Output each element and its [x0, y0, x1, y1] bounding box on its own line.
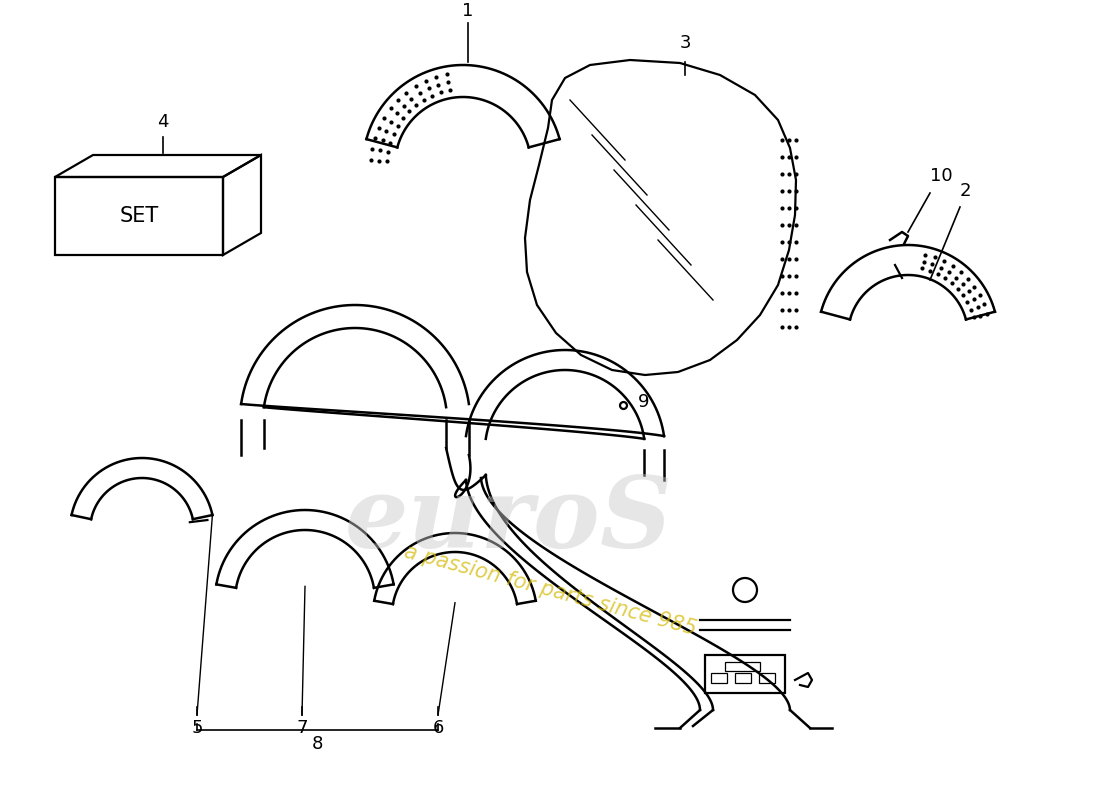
Text: 8: 8: [311, 735, 323, 753]
Text: 4: 4: [157, 113, 168, 131]
Text: 3: 3: [680, 34, 691, 52]
Text: 5: 5: [191, 719, 202, 737]
Bar: [735, 673, 751, 683]
Bar: [759, 673, 775, 683]
Text: SET: SET: [120, 206, 158, 226]
Text: S: S: [600, 472, 672, 568]
Bar: [711, 673, 727, 683]
Text: 6: 6: [432, 719, 443, 737]
Text: 7: 7: [296, 719, 308, 737]
Text: a passion for parts since 985: a passion for parts since 985: [402, 542, 698, 638]
Text: 2: 2: [960, 182, 971, 200]
Text: 9: 9: [638, 393, 649, 411]
Text: euro: euro: [344, 472, 600, 568]
Text: 1: 1: [462, 2, 474, 20]
Bar: [725, 662, 760, 671]
Text: 10: 10: [930, 167, 953, 185]
Bar: [705, 655, 785, 693]
